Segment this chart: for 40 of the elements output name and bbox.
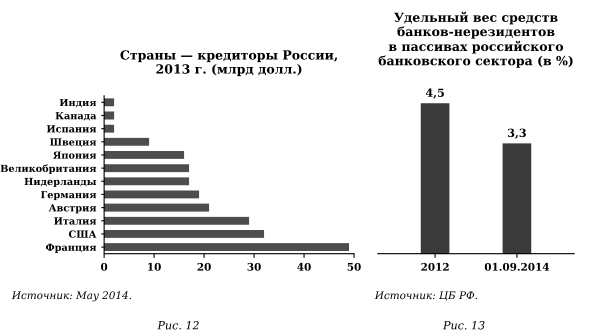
x-tick-label: 50: [348, 262, 361, 271]
bar: [104, 138, 150, 146]
bar: [104, 190, 200, 198]
y-tick-label: США: [68, 230, 96, 238]
bar: [104, 243, 350, 252]
text: Рис. 13: [442, 321, 484, 330]
x-tick-label: 20: [198, 262, 211, 271]
bar: [104, 216, 250, 225]
y-tick-label: Италия: [54, 217, 96, 225]
y-tick-label: Нидерланды: [24, 178, 96, 188]
text: Рис. 12: [157, 321, 199, 330]
y-tick-label: Австрия: [48, 204, 96, 214]
text: Источник: May 2014.: [12, 291, 131, 302]
y-tick-label: Швеция: [50, 138, 96, 147]
x-tick-label: 2012: [421, 262, 449, 271]
bar: [104, 151, 184, 159]
y-tick-label: Канада: [56, 112, 96, 121]
chart-title: Страны — кредиторы России, 2013 г. (млрд долл.): [120, 50, 338, 76]
bar: [104, 112, 114, 120]
bar: [104, 98, 114, 106]
bar: [104, 177, 190, 186]
y-tick-label: Индия: [60, 98, 96, 108]
data-label: 3,3: [508, 128, 526, 139]
text: Источник: ЦБ РФ.: [374, 291, 478, 301]
y-tick-label: Япония: [53, 152, 96, 159]
x-tick-label: 01.09.2014: [484, 262, 550, 271]
x-tick-label: 30: [248, 262, 261, 271]
bar: [104, 230, 264, 238]
chart-title: Удельный вес средств банков-нерезидентов в пассивах российского банковского сектора (в %): [378, 12, 573, 68]
y-tick-label: Франция: [46, 244, 96, 253]
y-tick-label: Германия: [40, 191, 96, 200]
y-tick-label: Испания: [46, 125, 96, 132]
data-label: 4,5: [426, 88, 444, 99]
bar: [104, 164, 190, 172]
x-tick-label: 0: [100, 262, 108, 271]
y-tick-label: Великобритания: [0, 164, 96, 174]
x-tick-label: 10: [148, 262, 161, 271]
bar: [104, 124, 114, 133]
x-tick-label: 40: [297, 262, 311, 271]
bar: [104, 204, 210, 212]
